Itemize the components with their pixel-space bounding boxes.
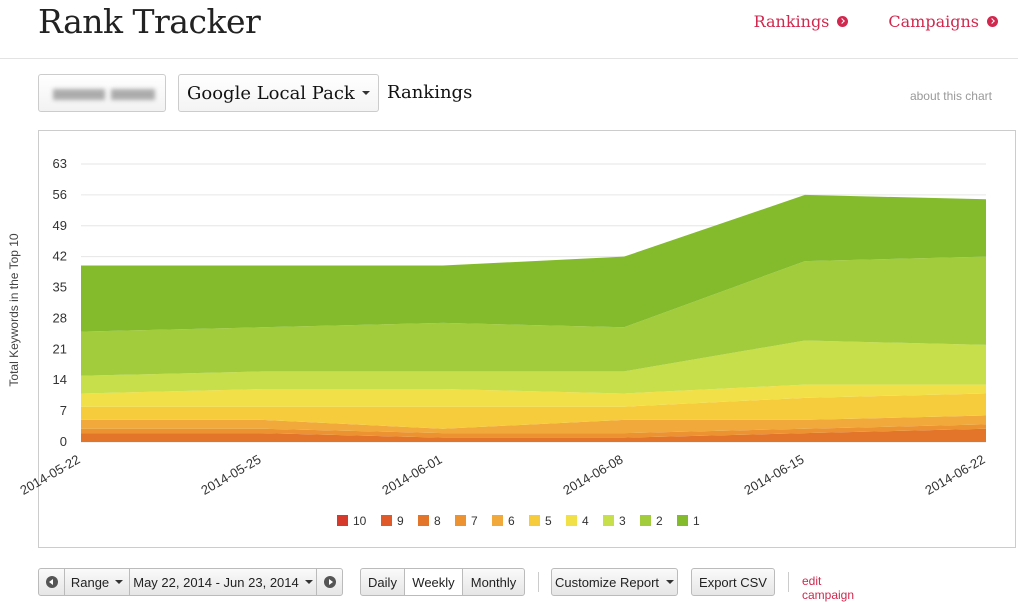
caret-down-icon (361, 91, 370, 95)
y-tick-label: 7 (60, 403, 67, 418)
x-tick-label: 2014-05-25 (198, 452, 263, 498)
area-series-5 (81, 393, 986, 429)
arrow-left-circle-icon (45, 576, 58, 588)
legend-swatch-2 (640, 515, 651, 526)
y-tick-label: 35 (53, 280, 67, 295)
area-series-1 (81, 194, 986, 332)
y-tick-label: 42 (53, 249, 67, 264)
legend-swatch-1 (677, 515, 688, 526)
y-tick-label: 56 (53, 187, 67, 202)
chart-frame (38, 130, 1016, 548)
legend-swatch-3 (603, 515, 614, 526)
edit-campaign-link[interactable]: edit campaign (802, 574, 855, 602)
y-tick-label: 63 (53, 156, 67, 171)
chevron-right-circle-icon (987, 16, 998, 27)
next-range-button[interactable] (316, 568, 343, 596)
legend-swatch-8 (418, 515, 429, 526)
range-label: Range (70, 574, 110, 590)
about-chart-link[interactable]: about this chart (909, 89, 992, 103)
legend-label-1: 1 (693, 514, 700, 528)
legend-swatch-4 (566, 515, 577, 526)
rankings-link-label: Rankings (753, 12, 830, 31)
x-tick-label: 2014-05-22 (17, 452, 82, 498)
x-tick-label: 2014-06-15 (741, 452, 806, 498)
caret-down-icon (304, 580, 313, 584)
toolbar-separator (538, 572, 539, 592)
rankings-link[interactable]: Rankings (754, 12, 849, 31)
y-tick-label: 0 (60, 434, 67, 449)
app-title: Rank Tracker (38, 2, 261, 41)
x-tick-label: 2014-06-08 (560, 452, 625, 498)
prev-range-button[interactable] (38, 568, 65, 596)
legend-swatch-7 (455, 515, 466, 526)
area-series-8 (81, 428, 986, 442)
legend-swatch-6 (492, 515, 503, 526)
customize-report-label: Customize Report (554, 574, 660, 590)
legend-label-5: 5 (545, 514, 552, 528)
legend-label-9: 9 (397, 514, 404, 528)
area-series-4 (81, 384, 986, 407)
legend-label-7: 7 (471, 514, 478, 528)
interval-monthly-button[interactable]: Monthly (462, 568, 525, 596)
campaigns-link[interactable]: Campaigns (888, 12, 998, 31)
toolbar-separator (788, 572, 789, 592)
y-tick-label: 14 (53, 372, 67, 387)
arrow-right-circle-icon (323, 576, 336, 588)
legend-label-8: 8 (434, 514, 441, 528)
y-tick-label: 49 (53, 218, 67, 233)
legend-swatch-5 (529, 515, 540, 526)
date-range-dropdown[interactable]: May 22, 2014 - Jun 23, 2014 (129, 568, 317, 596)
caret-down-icon (115, 580, 124, 584)
legend-label-4: 4 (582, 514, 589, 528)
source-select-label: Google Local Pack (187, 82, 355, 104)
campaigns-link-label: Campaigns (888, 12, 979, 31)
export-csv-button[interactable]: Export CSV (691, 568, 775, 596)
area-series-7 (81, 424, 986, 438)
customize-report-button[interactable]: Customize Report (551, 568, 678, 596)
legend-label-6: 6 (508, 514, 515, 528)
y-tick-label: 21 (53, 341, 67, 356)
y-tick-label: 28 (53, 310, 67, 325)
interval-daily-button[interactable]: Daily (360, 568, 405, 596)
range-dropdown[interactable]: Range (64, 568, 130, 596)
chevron-right-circle-icon (837, 16, 849, 27)
interval-weekly-button[interactable]: Weekly (404, 568, 463, 596)
legend-label-2: 2 (656, 514, 663, 528)
legend-swatch-10 (337, 515, 348, 526)
caret-down-icon (666, 580, 675, 584)
date-range-value: May 22, 2014 - Jun 23, 2014 (133, 574, 299, 590)
legend-swatch-9 (381, 515, 392, 526)
legend-label-10: 10 (353, 514, 367, 528)
legend-label-3: 3 (619, 514, 626, 528)
x-tick-label: 2014-06-22 (922, 452, 987, 498)
top-nav: Rankings Campaigns (754, 12, 998, 31)
source-select[interactable]: Google Local Pack (178, 74, 379, 112)
chart-heading: Rankings (387, 82, 473, 103)
header-divider (0, 58, 1018, 59)
chart-controls: Google Local Pack Rankings about this ch… (38, 74, 992, 114)
area-series-3 (81, 340, 986, 394)
x-tick-label: 2014-06-01 (379, 452, 444, 498)
campaign-select-redacted[interactable] (38, 74, 166, 112)
area-series-2 (81, 256, 986, 376)
